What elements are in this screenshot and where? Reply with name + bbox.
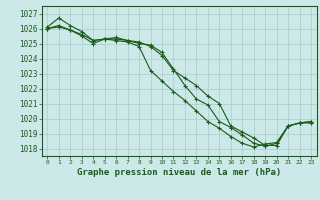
X-axis label: Graphe pression niveau de la mer (hPa): Graphe pression niveau de la mer (hPa): [77, 168, 281, 177]
